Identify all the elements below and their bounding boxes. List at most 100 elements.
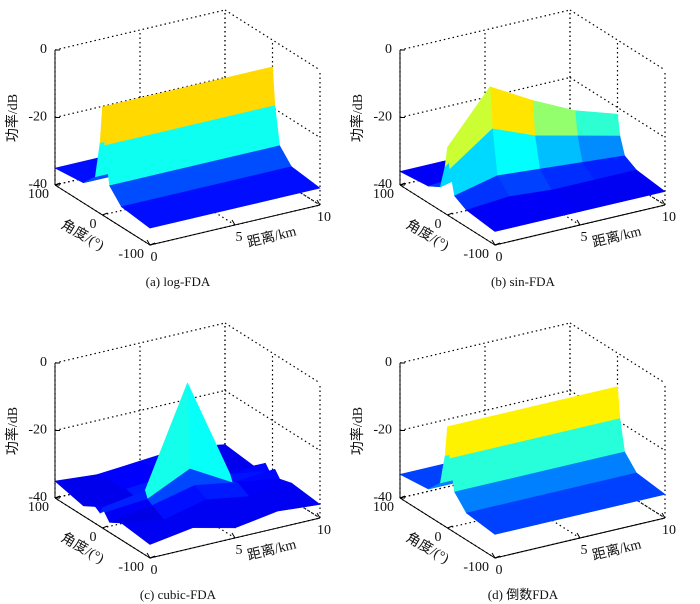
x-tick <box>576 219 581 226</box>
y-tick-label: 0 <box>90 530 97 545</box>
x-tick <box>316 512 321 519</box>
x-tick <box>231 219 236 226</box>
y-tick <box>54 495 61 499</box>
x-tick-label: 10 <box>662 210 676 225</box>
surface-patch <box>574 110 621 137</box>
y-tick-label: 0 <box>90 217 97 232</box>
caption: (b) sin-FDA <box>491 274 556 289</box>
y-axis-label: 角度/(°) <box>403 217 452 254</box>
z-tick-label: 0 <box>40 42 47 57</box>
y-tick <box>149 555 156 559</box>
caption: (c) cubic-FDA <box>140 587 217 602</box>
z-tick-label: 0 <box>385 42 392 57</box>
x-tick-label: 10 <box>317 523 331 538</box>
z-tick-label: -20 <box>373 110 392 125</box>
x-tick-label: 0 <box>151 250 158 265</box>
x-tick-label: 10 <box>662 523 676 538</box>
surface-patch <box>187 382 233 484</box>
surface-patch <box>492 128 540 177</box>
grid-line <box>139 164 236 226</box>
x-tick <box>661 512 666 519</box>
z-tick-label: -20 <box>28 423 47 438</box>
y-tick-label: -100 <box>463 560 489 575</box>
x-axis-label: 距离/km <box>245 535 298 564</box>
y-tick <box>494 555 501 559</box>
grid-line <box>224 9 321 71</box>
z-tick-label: 0 <box>40 355 47 370</box>
y-tick <box>102 212 108 216</box>
y-tick <box>54 182 61 186</box>
x-tick-label: 0 <box>496 250 503 265</box>
grid-line <box>569 76 666 139</box>
surface-patch <box>465 196 539 232</box>
grid-line <box>224 389 321 452</box>
z-tick-label: -40 <box>28 177 47 192</box>
z-tick-label: -40 <box>373 490 392 505</box>
z-tick-label: 0 <box>385 355 392 370</box>
y-tick-label: 0 <box>435 530 442 545</box>
grid-line <box>224 322 321 384</box>
z-axis-label: 功率/dB <box>4 94 21 142</box>
x-tick <box>491 552 496 559</box>
z-axis-label: 功率/dB <box>349 407 366 455</box>
y-tick-label: -100 <box>118 247 144 262</box>
y-tick-label: 100 <box>28 500 49 515</box>
surface-patch <box>465 502 539 535</box>
x-tick-label: 5 <box>581 230 588 245</box>
panel: -40 -20 0 -100 0 100 0 5 10 功率/dB 角度/(°) 距离/km (a) l… <box>4 9 331 289</box>
grid-line <box>224 144 321 206</box>
z-tick-label: -20 <box>28 110 47 125</box>
grid-line <box>569 9 666 71</box>
grid-line <box>224 457 321 519</box>
z-axis-label: 功率/dB <box>349 94 366 142</box>
y-tick <box>447 212 453 216</box>
caption: (a) log-FDA <box>146 274 211 289</box>
x-tick <box>146 239 151 246</box>
x-tick-label: 5 <box>236 543 243 558</box>
x-tick-label: 10 <box>317 210 331 225</box>
y-tick <box>399 182 406 186</box>
surface-patch <box>120 519 194 545</box>
y-tick <box>447 525 453 529</box>
y-tick-label: 100 <box>28 187 49 202</box>
surface-patch <box>120 196 194 229</box>
z-tick-label: -40 <box>373 177 392 192</box>
x-tick <box>146 552 151 559</box>
y-tick <box>494 242 501 246</box>
panel: -40 -20 0 -100 0 100 0 5 10 功率/dB 角度/(°) 距离/km (d) 倒… <box>349 322 676 602</box>
surface-patch <box>489 86 536 137</box>
x-axis-label: 距离/km <box>590 222 643 251</box>
x-axis-label: 距离/km <box>590 535 643 564</box>
grid-line <box>569 457 666 519</box>
grid-line <box>484 477 581 539</box>
caption: (d) 倒数FDA <box>488 587 559 602</box>
x-tick-label: 0 <box>496 563 503 578</box>
x-tick <box>316 199 321 206</box>
z-tick-label: -20 <box>373 423 392 438</box>
z-tick-label: -40 <box>28 490 47 505</box>
y-tick-label: 100 <box>373 500 394 515</box>
panel: -40 -20 0 -100 0 100 0 5 10 功率/dB 角度/(°) 距离/km (c) c… <box>4 322 331 602</box>
y-tick <box>149 242 156 246</box>
y-tick-label: -100 <box>118 560 144 575</box>
y-tick-label: 100 <box>373 187 394 202</box>
grid-line <box>569 322 666 384</box>
x-tick <box>231 532 236 539</box>
x-tick-label: 5 <box>581 543 588 558</box>
x-tick-label: 5 <box>236 230 243 245</box>
y-tick-label: 0 <box>435 217 442 232</box>
x-axis-label: 距离/km <box>245 222 298 251</box>
y-axis-label: 角度/(°) <box>403 530 452 567</box>
x-tick <box>576 532 581 539</box>
panel: -40 -20 0 -100 0 100 0 5 10 功率/dB 角度/(°) 距离/km (b) s… <box>349 9 676 289</box>
surface-patch <box>532 100 578 137</box>
x-tick <box>661 199 666 206</box>
y-tick-label: -100 <box>463 247 489 262</box>
z-axis-label: 功率/dB <box>4 407 21 455</box>
y-tick <box>102 525 108 529</box>
x-tick-label: 0 <box>151 563 158 578</box>
y-axis-label: 角度/(°) <box>58 217 107 254</box>
y-tick <box>399 495 406 499</box>
